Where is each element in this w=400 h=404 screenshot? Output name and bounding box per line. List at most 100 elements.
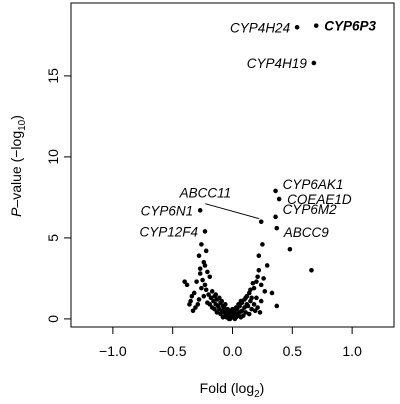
data-point xyxy=(255,274,260,280)
x-axis-title-sub: 2 xyxy=(254,389,260,400)
data-point xyxy=(248,287,253,293)
x-axis-title-main: Fold (log xyxy=(200,380,254,396)
data-point xyxy=(261,276,266,281)
data-point xyxy=(242,305,247,310)
data-point xyxy=(309,268,314,273)
data-point xyxy=(197,271,203,276)
data-point xyxy=(189,293,195,299)
y-tick-label: 10 xyxy=(45,149,61,165)
data-point xyxy=(205,269,210,275)
gene-label: CYP6M2 xyxy=(283,202,338,217)
data-point xyxy=(195,302,201,307)
gene-label: CYP12F4 xyxy=(139,224,198,239)
y-tick-label: 5 xyxy=(45,234,61,242)
data-point xyxy=(254,279,259,284)
data-point xyxy=(199,242,204,247)
labeled-data-point xyxy=(276,196,282,202)
data-point xyxy=(262,289,268,294)
plot-frame xyxy=(70,2,395,328)
data-point xyxy=(269,290,275,296)
y-axis-title-italic: P xyxy=(8,207,24,217)
gene-label: ABCC9 xyxy=(283,225,330,240)
data-point xyxy=(232,316,238,322)
data-point xyxy=(218,311,223,317)
data-point xyxy=(209,305,215,310)
gene-label: CYP6AK1 xyxy=(283,177,344,192)
x-tick-label: 0.0 xyxy=(223,343,243,359)
labeled-data-point xyxy=(273,188,278,194)
data-point xyxy=(258,282,264,288)
data-point xyxy=(184,282,190,288)
data-point xyxy=(190,308,196,314)
data-point xyxy=(264,263,270,268)
data-point xyxy=(213,292,219,297)
data-point xyxy=(234,311,240,317)
gene-label: CYP4H24 xyxy=(230,20,290,35)
data-point xyxy=(182,279,187,284)
data-point xyxy=(229,308,234,314)
gene-label: CYP4H19 xyxy=(247,56,308,71)
data-point xyxy=(200,277,205,283)
y-axis-ticks: 0 5 10 15 xyxy=(45,68,71,323)
y-axis-title-main: –value (−log xyxy=(8,131,24,208)
data-point xyxy=(257,310,263,315)
x-tick-label: −1.0 xyxy=(99,343,127,359)
data-point xyxy=(205,300,210,306)
data-point xyxy=(214,310,220,315)
data-point xyxy=(256,268,262,273)
labeled-data-point xyxy=(197,208,203,213)
data-point xyxy=(249,295,254,301)
data-point xyxy=(196,297,202,302)
data-point xyxy=(196,253,202,259)
data-point xyxy=(217,295,222,301)
y-axis-title-close: ) xyxy=(8,115,24,120)
data-point xyxy=(274,303,280,309)
data-points xyxy=(182,242,314,322)
data-point xyxy=(244,302,250,307)
x-tick-label: −0.5 xyxy=(159,343,187,359)
labeled-data-point xyxy=(202,229,208,234)
data-point xyxy=(231,311,236,317)
labeled-data-point xyxy=(311,60,317,66)
data-point xyxy=(194,279,199,284)
data-point xyxy=(201,293,207,299)
data-point xyxy=(206,292,211,297)
data-point xyxy=(252,308,258,314)
data-point xyxy=(243,295,248,301)
data-point xyxy=(202,263,208,268)
labeled-data-point xyxy=(313,23,319,28)
data-point xyxy=(250,280,256,286)
data-point xyxy=(227,316,233,322)
data-point xyxy=(238,298,244,304)
data-point xyxy=(220,314,226,320)
gene-label: COEAE1D xyxy=(287,192,352,207)
labeled-data-point xyxy=(294,25,300,30)
y-axis-title: P–value (−log10) xyxy=(8,115,28,217)
data-point xyxy=(251,285,257,291)
data-point xyxy=(193,305,198,310)
data-point xyxy=(197,266,203,271)
data-point xyxy=(246,311,252,317)
data-point xyxy=(233,305,239,310)
data-point xyxy=(255,305,260,310)
data-point xyxy=(219,298,225,304)
labeled-data-point xyxy=(258,219,264,224)
data-point xyxy=(188,298,193,304)
data-point xyxy=(211,298,216,304)
data-point xyxy=(207,274,213,280)
data-point xyxy=(256,253,262,259)
data-point xyxy=(254,295,259,301)
x-tick-label: 1.0 xyxy=(342,343,362,359)
data-point xyxy=(209,289,215,294)
x-axis-ticks: −1.0 −0.5 0.0 0.5 1.0 xyxy=(99,327,362,359)
data-point xyxy=(199,285,204,291)
gene-label: CYP6P3 xyxy=(324,19,376,34)
labeled-data-point xyxy=(273,214,278,220)
data-point xyxy=(258,298,264,304)
y-tick-label: 15 xyxy=(45,68,61,84)
data-point xyxy=(223,302,228,307)
y-axis-title-sub: 10 xyxy=(17,119,28,131)
data-point xyxy=(251,302,257,307)
data-point xyxy=(249,306,254,312)
